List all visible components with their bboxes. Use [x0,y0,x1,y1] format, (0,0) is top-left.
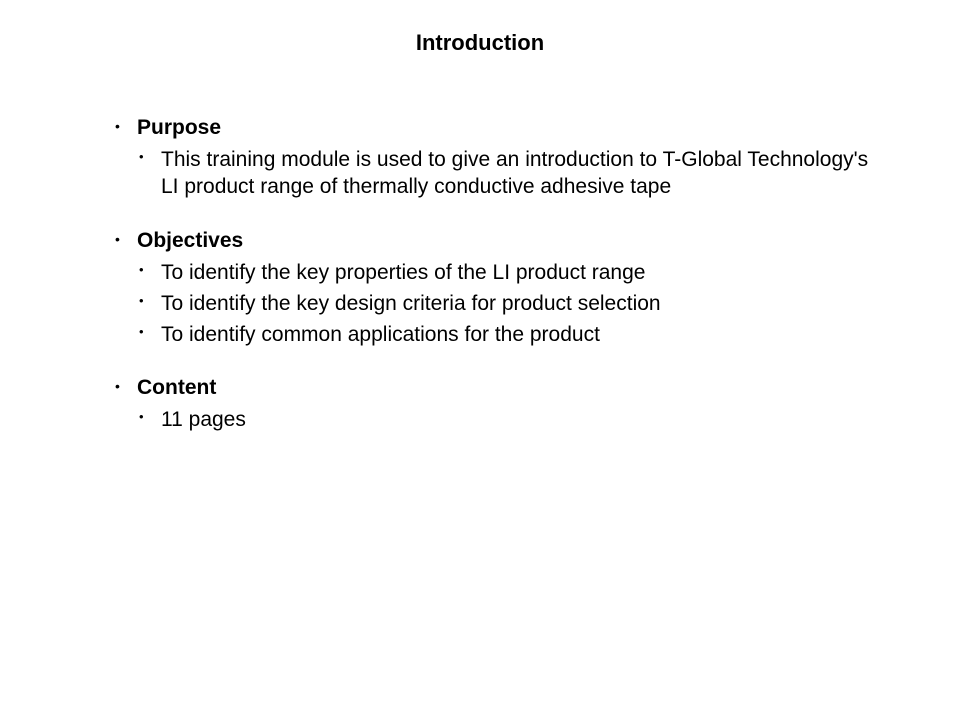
section-heading: Content [115,376,870,400]
slide-content: Purpose This training module is used to … [0,116,960,434]
bullet-item: To identify the key design criteria for … [115,290,870,317]
bullet-item: To identify common applications for the … [115,321,870,348]
section-purpose: Purpose This training module is used to … [115,116,870,201]
section-heading: Purpose [115,116,870,140]
slide-title: Introduction [0,30,960,56]
section-heading: Objectives [115,229,870,253]
bullet-item: This training module is used to give an … [115,146,870,201]
section-content: Content 11 pages [115,376,870,433]
bullet-item: 11 pages [115,406,870,433]
bullet-item: To identify the key properties of the LI… [115,259,870,286]
section-objectives: Objectives To identify the key propertie… [115,229,870,349]
